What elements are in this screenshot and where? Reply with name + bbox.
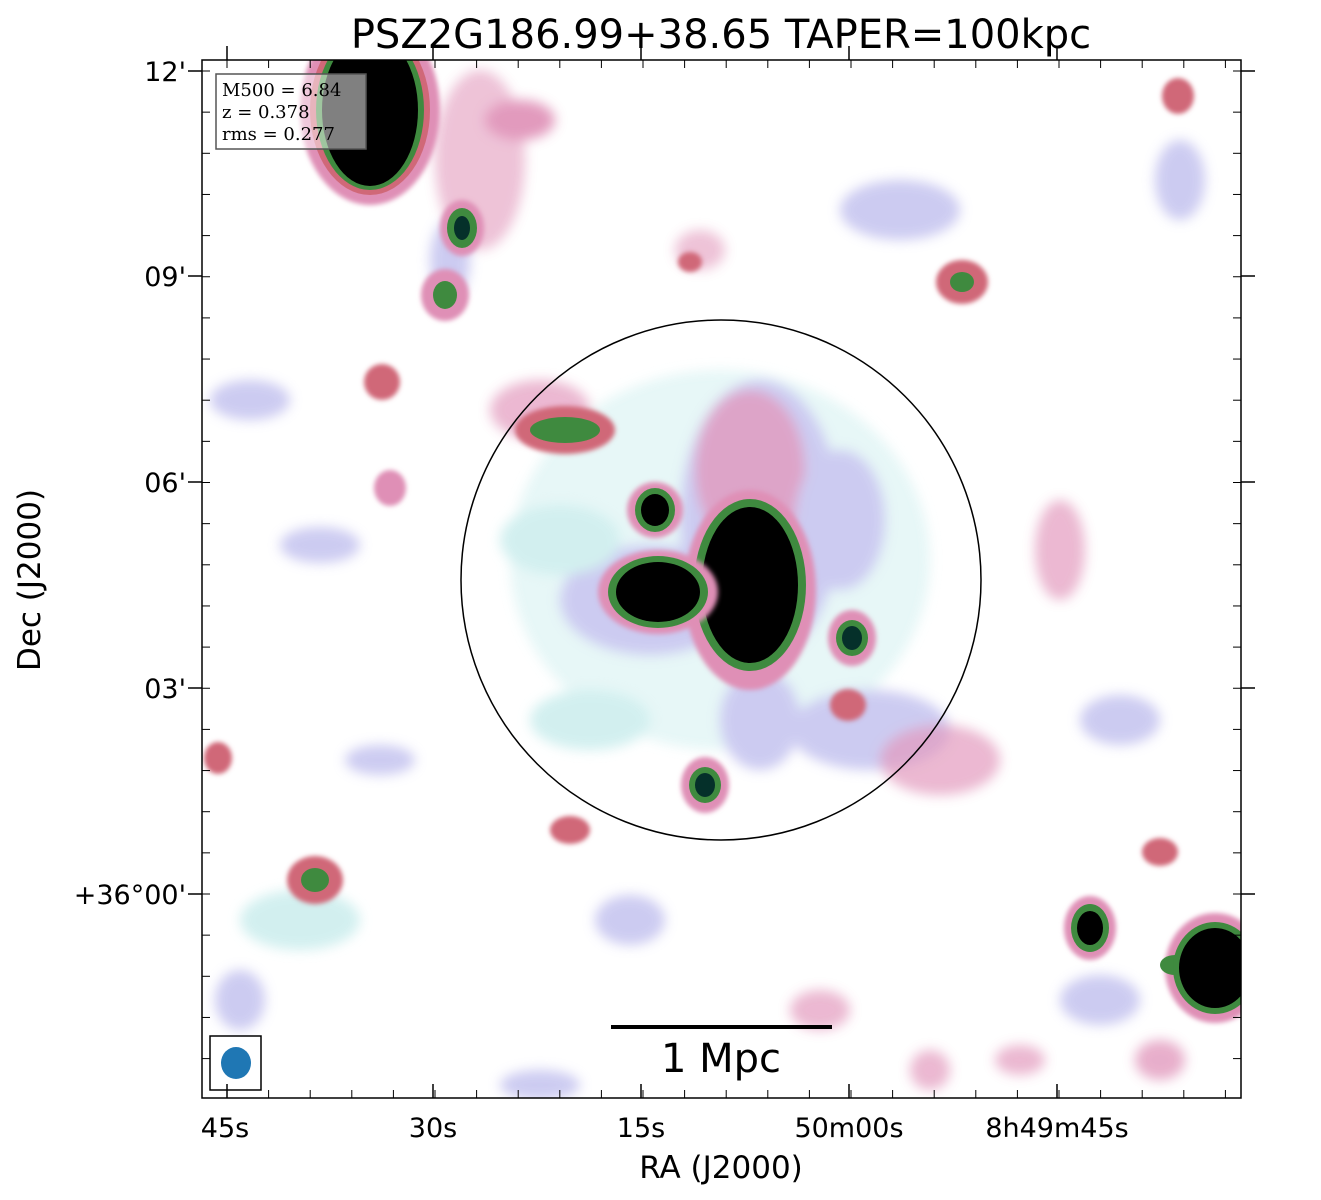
emission-patch [215, 970, 265, 1030]
emission-patch [280, 527, 360, 563]
emission-patch [1035, 500, 1085, 600]
scale-bar: 1 Mpc [611, 1025, 832, 1082]
info-redshift: z = 0.378 [222, 102, 310, 123]
minor-ticks [202, 60, 1241, 1098]
source-faint [374, 470, 406, 506]
x-tick-label: 15s [617, 1113, 665, 1144]
emission-patch [240, 890, 360, 950]
emission-patch [880, 725, 1000, 795]
info-mass: M500 = 6.84 [222, 80, 341, 101]
x-axis-label: RA (J2000) [639, 1150, 803, 1186]
source-lower-right [1064, 896, 1116, 960]
y-tick-label: 12' [144, 57, 186, 88]
source-faint [364, 364, 400, 400]
emission-patch [720, 670, 800, 770]
source-upper-right [936, 260, 988, 304]
source-bottom-right-edge [1160, 913, 1241, 1023]
emission-patch [530, 690, 650, 750]
source-central-right [684, 490, 816, 690]
x-tick-label: 8h49m45s [985, 1113, 1128, 1144]
y-tick-label: 03' [144, 674, 186, 705]
source-upper-middle-a [440, 200, 484, 256]
source-lower-left [287, 856, 343, 904]
source-below-center [681, 757, 729, 813]
emission-patch [1060, 975, 1140, 1025]
y-tick-label: 06' [144, 468, 186, 499]
x-tick-label: 30s [409, 1113, 457, 1144]
emission-patch [995, 1045, 1045, 1075]
emission-patch [790, 990, 850, 1030]
emission-patch [840, 180, 960, 240]
y-tick-label: +36°00' [74, 880, 186, 911]
source-central-left [598, 550, 718, 634]
source-right-of-center [828, 610, 876, 666]
source-upper-middle-b [421, 269, 469, 321]
emission-patch [500, 505, 620, 575]
chart-title: PSZ2G186.99+38.65 TAPER=100kpc [351, 12, 1091, 58]
y-axis-label: Dec (J2000) [12, 489, 48, 671]
info-box: M500 = 6.84 z = 0.378 rms = 0.277 [215, 73, 367, 150]
info-rms: rms = 0.277 [222, 124, 335, 145]
y-tick-labels: 12' 09' 06' 03' +36°00' [74, 57, 186, 911]
x-tick-label: 45s [201, 1113, 249, 1144]
beam-ellipse [221, 1047, 251, 1079]
source-faint [1142, 838, 1178, 866]
x-axis-ticks [226, 46, 1058, 1098]
plot-frame [201, 59, 1242, 1099]
emission-patch [595, 895, 665, 945]
source-faint [678, 252, 702, 272]
emission-patch [795, 450, 885, 590]
emission-patch [1155, 140, 1205, 220]
y-axis-ticks [188, 70, 1255, 895]
source-faint [204, 742, 232, 774]
source-faint [550, 816, 590, 844]
scale-bar-label: 1 Mpc [661, 1036, 781, 1082]
emission-patch [210, 380, 290, 420]
source-faint [830, 689, 866, 721]
source-elongated-upper-left [515, 406, 615, 454]
plot-area [202, 60, 1241, 1098]
emission-patch [500, 1070, 580, 1098]
emission-patch [1135, 1040, 1185, 1080]
emission-patch [485, 100, 555, 140]
info-box-frame [215, 73, 367, 150]
x-tick-labels: 45s 30s 15s 50m00s 8h49m45s [201, 1113, 1129, 1144]
y-tick-label: 09' [144, 262, 186, 293]
emission-patch [345, 745, 415, 775]
emission-patch [1080, 695, 1160, 745]
x-tick-label: 50m00s [794, 1113, 903, 1144]
source-faint [1162, 78, 1194, 114]
r500-circle [460, 319, 982, 841]
emission-patch [910, 1050, 950, 1090]
source-center-upper [627, 482, 683, 538]
beam-box [209, 1035, 262, 1091]
